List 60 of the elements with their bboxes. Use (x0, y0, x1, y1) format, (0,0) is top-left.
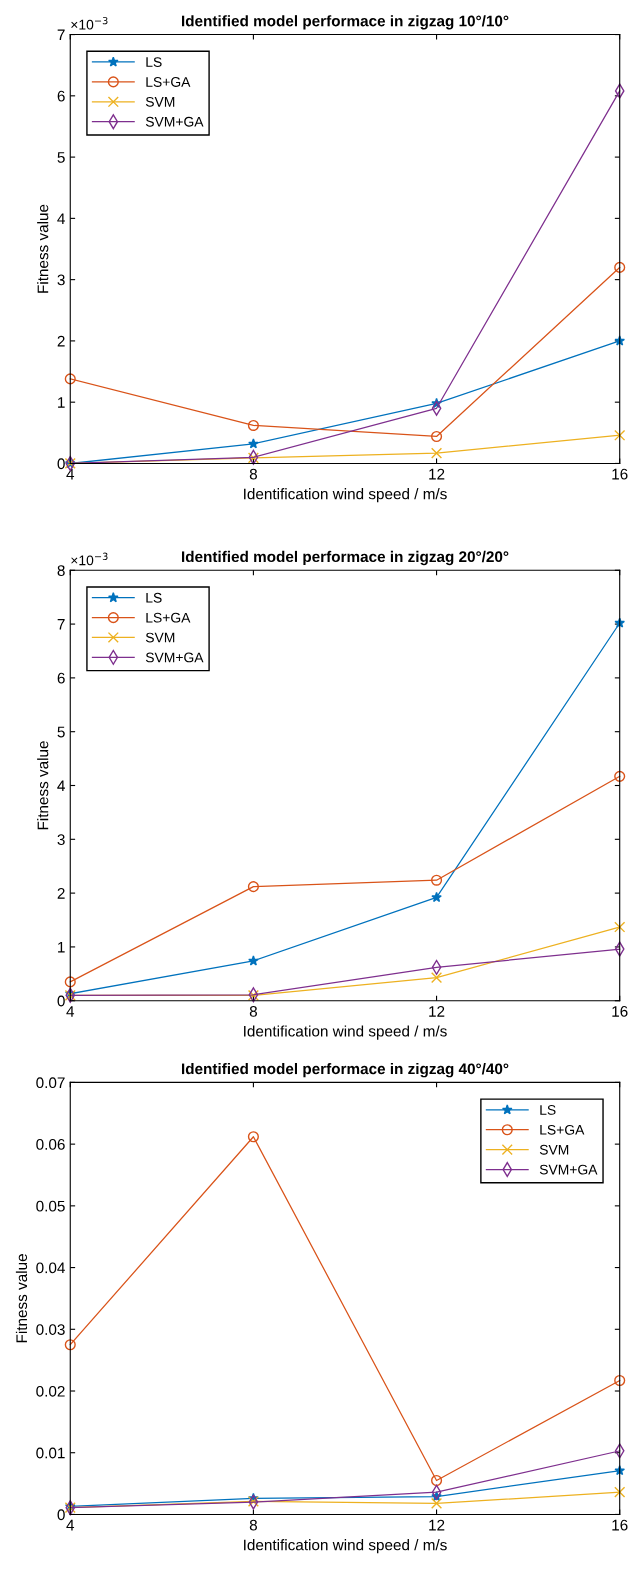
y-tick-label: 3 (57, 834, 65, 845)
x-tick-label: 16 (612, 1519, 628, 1531)
chart-title: Identified model performace in zigzag 10°/10° (182, 15, 509, 30)
x-tick-label: 12 (429, 468, 445, 480)
y-tick-label: 1 (58, 397, 65, 408)
chart-title: Identified model performace in zigzag 20°/20° (182, 550, 509, 566)
y-tick-label: 7 (57, 29, 65, 41)
legend-label: LS+GA (146, 612, 191, 623)
x-axis-title: Identification wind speed / m/s (244, 1539, 447, 1554)
legend-label: SVM+GA (145, 652, 204, 663)
y-tick-label: 0.07 (36, 1077, 65, 1089)
x-tick-label: 12 (429, 1005, 445, 1017)
x-tick-label: 4 (66, 1519, 75, 1531)
x-tick-label: 16 (612, 468, 628, 480)
legend-label: LS (146, 592, 162, 603)
x-tick-label: 8 (249, 1005, 257, 1017)
y-tick-label: 0 (57, 458, 65, 470)
y-tick-label: 0.06 (36, 1139, 65, 1150)
y-tick-label: 3 (57, 274, 65, 286)
x-tick-label: 4 (66, 1006, 75, 1017)
y-tick-label: 2 (57, 335, 65, 347)
y-tick-label: 4 (57, 213, 65, 224)
x-tick-label: 12 (429, 1519, 445, 1531)
y-axis-title: Fitness value (15, 1254, 28, 1343)
legend-label: LS (540, 1105, 556, 1115)
y-tick-label: 0.05 (36, 1200, 65, 1212)
y-tick-label: 0.04 (36, 1262, 65, 1274)
legend-label: SVM (145, 632, 175, 643)
y-tick-label: 2 (57, 887, 65, 899)
y-tick-label: 7 (57, 619, 65, 630)
y-tick-label: 4 (57, 780, 65, 792)
x-tick-label: 16 (612, 1005, 628, 1017)
legend-label: LS (146, 57, 162, 67)
x-tick-label: 8 (249, 468, 257, 480)
y-axis-title: Fitness value (37, 204, 49, 293)
text: ×10$^{−3}$ (71, 552, 108, 566)
y-tick-label: 1 (58, 941, 65, 953)
y-tick-label: 0 (57, 1509, 65, 1521)
y-tick-label: 5 (57, 726, 65, 738)
x-axis-title: Identification wind speed / m/s (244, 1025, 447, 1040)
legend-label: LS+GA (146, 77, 191, 87)
y-tick-label: 6 (57, 672, 65, 684)
x-tick-label: 8 (249, 1519, 257, 1531)
legend-label: SVM+GA (539, 1164, 598, 1175)
legend-label: LS+GA (540, 1124, 585, 1135)
x-axis-title: Identification wind speed / m/s (244, 488, 447, 503)
y-axis-title: Fitness value (37, 741, 49, 830)
text: ×10$^{−3}$ (71, 16, 108, 30)
chart-title: Identified model performace in zigzag 40°/40° (182, 1063, 509, 1078)
y-tick-label: 5 (57, 152, 65, 163)
y-tick-label: 0.01 (36, 1447, 65, 1459)
legend-label: SVM+GA (145, 116, 204, 127)
y-tick-label: 6 (57, 90, 65, 102)
y-tick-label: 0.03 (36, 1324, 65, 1335)
x-tick-label: 4 (66, 468, 75, 480)
y-tick-label: 8 (57, 565, 65, 576)
y-tick-label: 0 (57, 995, 65, 1007)
legend-label: SVM (145, 96, 175, 107)
legend-label: SVM (539, 1144, 569, 1155)
y-tick-label: 0.02 (36, 1385, 65, 1397)
